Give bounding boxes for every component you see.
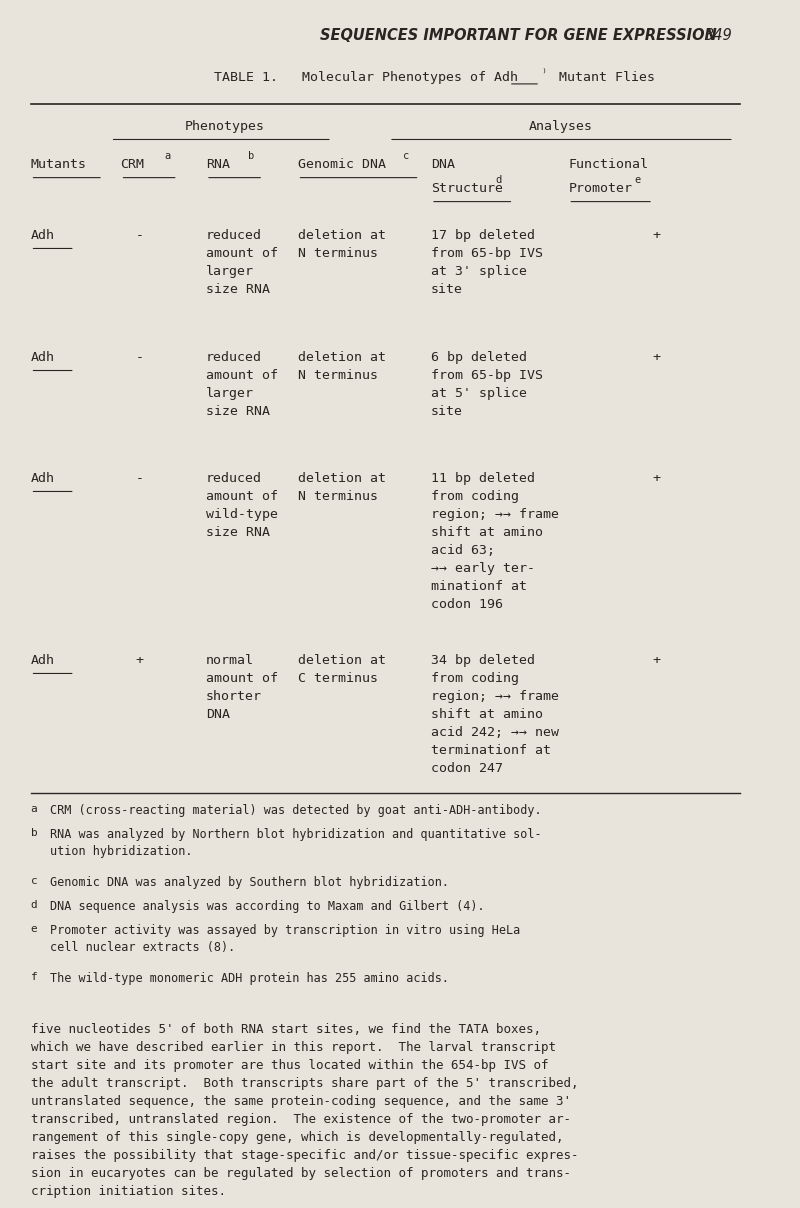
Text: deletion at
N terminus: deletion at N terminus [298,228,386,260]
Text: Adh: Adh [30,228,54,242]
Text: SEQUENCES IMPORTANT FOR GENE EXPRESSION: SEQUENCES IMPORTANT FOR GENE EXPRESSION [320,28,717,43]
Text: a: a [164,151,170,162]
Text: 34 bp deleted
from coding
region; →→ frame
shift at amino
acid 242; →→ new
termi: 34 bp deleted from coding region; →→ fra… [431,654,559,774]
Text: RNA: RNA [206,158,230,172]
Text: Functional: Functional [568,158,648,172]
Text: +: + [652,228,660,242]
Text: Genomic DNA was analyzed by Southern blot hybridization.: Genomic DNA was analyzed by Southern blo… [50,876,449,889]
Text: reduced
amount of
larger
size RNA: reduced amount of larger size RNA [206,350,278,418]
Text: CRM: CRM [121,158,145,172]
Text: +: + [136,654,144,667]
Text: 11 bp deleted
from coding
region; →→ frame
shift at amino
acid 63;
→→ early ter-: 11 bp deleted from coding region; →→ fra… [431,472,559,611]
Text: -: - [136,350,144,364]
Text: -: - [136,228,144,242]
Text: +: + [652,654,660,667]
Text: d: d [30,900,38,910]
Text: deletion at
C terminus: deletion at C terminus [298,654,386,685]
Text: reduced
amount of
larger
size RNA: reduced amount of larger size RNA [206,228,278,296]
Text: DNA sequence analysis was according to Maxam and Gilbert (4).: DNA sequence analysis was according to M… [50,900,484,913]
Text: 349: 349 [705,28,732,43]
Text: Adh: Adh [30,472,54,484]
Text: The wild-type monomeric ADH protein has 255 amino acids.: The wild-type monomeric ADH protein has … [50,972,449,985]
Text: +: + [652,350,660,364]
Text: b: b [30,829,38,838]
Text: TABLE 1.   Molecular Phenotypes of Adh: TABLE 1. Molecular Phenotypes of Adh [214,71,518,83]
Text: Promoter: Promoter [568,182,632,194]
Text: deletion at
N terminus: deletion at N terminus [298,350,386,382]
Text: RNA was analyzed by Northern blot hybridization and quantitative sol-
ution hybr: RNA was analyzed by Northern blot hybrid… [50,829,542,858]
Text: DNA: DNA [431,158,455,172]
Text: 17 bp deleted
from 65-bp IVS
at 3' splice
site: 17 bp deleted from 65-bp IVS at 3' splic… [431,228,543,296]
Text: f: f [30,972,38,982]
Text: deletion at
N terminus: deletion at N terminus [298,472,386,503]
Text: normal
amount of
shorter
DNA: normal amount of shorter DNA [206,654,278,721]
Text: Structure: Structure [431,182,503,194]
Text: b: b [248,151,254,162]
Text: a: a [30,805,38,814]
Text: d: d [495,175,502,186]
Text: -: - [136,472,144,484]
Text: Mutants: Mutants [30,158,86,172]
Text: ⁾: ⁾ [540,68,547,77]
Text: Adh: Adh [30,654,54,667]
Text: Phenotypes: Phenotypes [185,120,265,133]
Text: Promoter activity was assayed by transcription in vitro using HeLa
cell nuclear : Promoter activity was assayed by transcr… [50,924,520,954]
Text: Analyses: Analyses [529,120,593,133]
Text: Mutant Flies: Mutant Flies [550,71,654,83]
Text: e: e [30,924,38,934]
Text: e: e [634,175,640,186]
Text: c: c [402,151,409,162]
Text: +: + [652,472,660,484]
Text: c: c [30,876,38,887]
Text: reduced
amount of
wild-type
size RNA: reduced amount of wild-type size RNA [206,472,278,539]
Text: 6 bp deleted
from 65-bp IVS
at 5' splice
site: 6 bp deleted from 65-bp IVS at 5' splice… [431,350,543,418]
Text: CRM (cross-reacting material) was detected by goat anti-ADH-antibody.: CRM (cross-reacting material) was detect… [50,805,542,818]
Text: five nucleotides 5' of both RNA start sites, we find the TATA boxes,
which we ha: five nucleotides 5' of both RNA start si… [30,1023,578,1198]
Text: Genomic DNA: Genomic DNA [298,158,386,172]
Text: Adh: Adh [30,350,54,364]
